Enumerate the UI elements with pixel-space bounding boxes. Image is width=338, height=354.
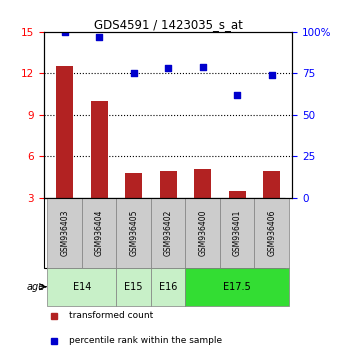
- Point: [200, 64, 206, 69]
- Text: transformed count: transformed count: [69, 311, 153, 320]
- Title: GDS4591 / 1423035_s_at: GDS4591 / 1423035_s_at: [94, 18, 243, 31]
- Text: GSM936400: GSM936400: [198, 209, 207, 256]
- Point: [131, 70, 136, 76]
- Bar: [82, 198, 116, 268]
- Bar: [125, 173, 142, 198]
- Text: age: age: [26, 282, 45, 292]
- Bar: [228, 190, 246, 198]
- Text: E14: E14: [73, 282, 91, 292]
- Point: [96, 34, 102, 40]
- Text: GSM936406: GSM936406: [267, 209, 276, 256]
- Text: GSM936403: GSM936403: [60, 209, 69, 256]
- Bar: [91, 101, 108, 198]
- Bar: [151, 268, 186, 306]
- Bar: [47, 198, 82, 268]
- Bar: [116, 268, 151, 306]
- Bar: [151, 198, 186, 268]
- Bar: [186, 268, 289, 306]
- Text: E16: E16: [159, 282, 177, 292]
- Bar: [47, 268, 116, 306]
- Bar: [220, 198, 255, 268]
- Text: GSM936405: GSM936405: [129, 209, 138, 256]
- Bar: [186, 198, 220, 268]
- Bar: [56, 67, 73, 198]
- Bar: [255, 198, 289, 268]
- Text: E17.5: E17.5: [223, 282, 251, 292]
- Bar: [116, 198, 151, 268]
- Text: E15: E15: [124, 282, 143, 292]
- Text: GSM936401: GSM936401: [233, 209, 242, 256]
- Point: [166, 65, 171, 71]
- Bar: [194, 169, 211, 198]
- Bar: [160, 171, 177, 198]
- Point: [62, 29, 67, 35]
- Point: [235, 92, 240, 98]
- Text: GSM936404: GSM936404: [95, 209, 104, 256]
- Text: percentile rank within the sample: percentile rank within the sample: [69, 336, 222, 345]
- Bar: [263, 171, 280, 198]
- Point: [269, 72, 274, 78]
- Text: GSM936402: GSM936402: [164, 209, 173, 256]
